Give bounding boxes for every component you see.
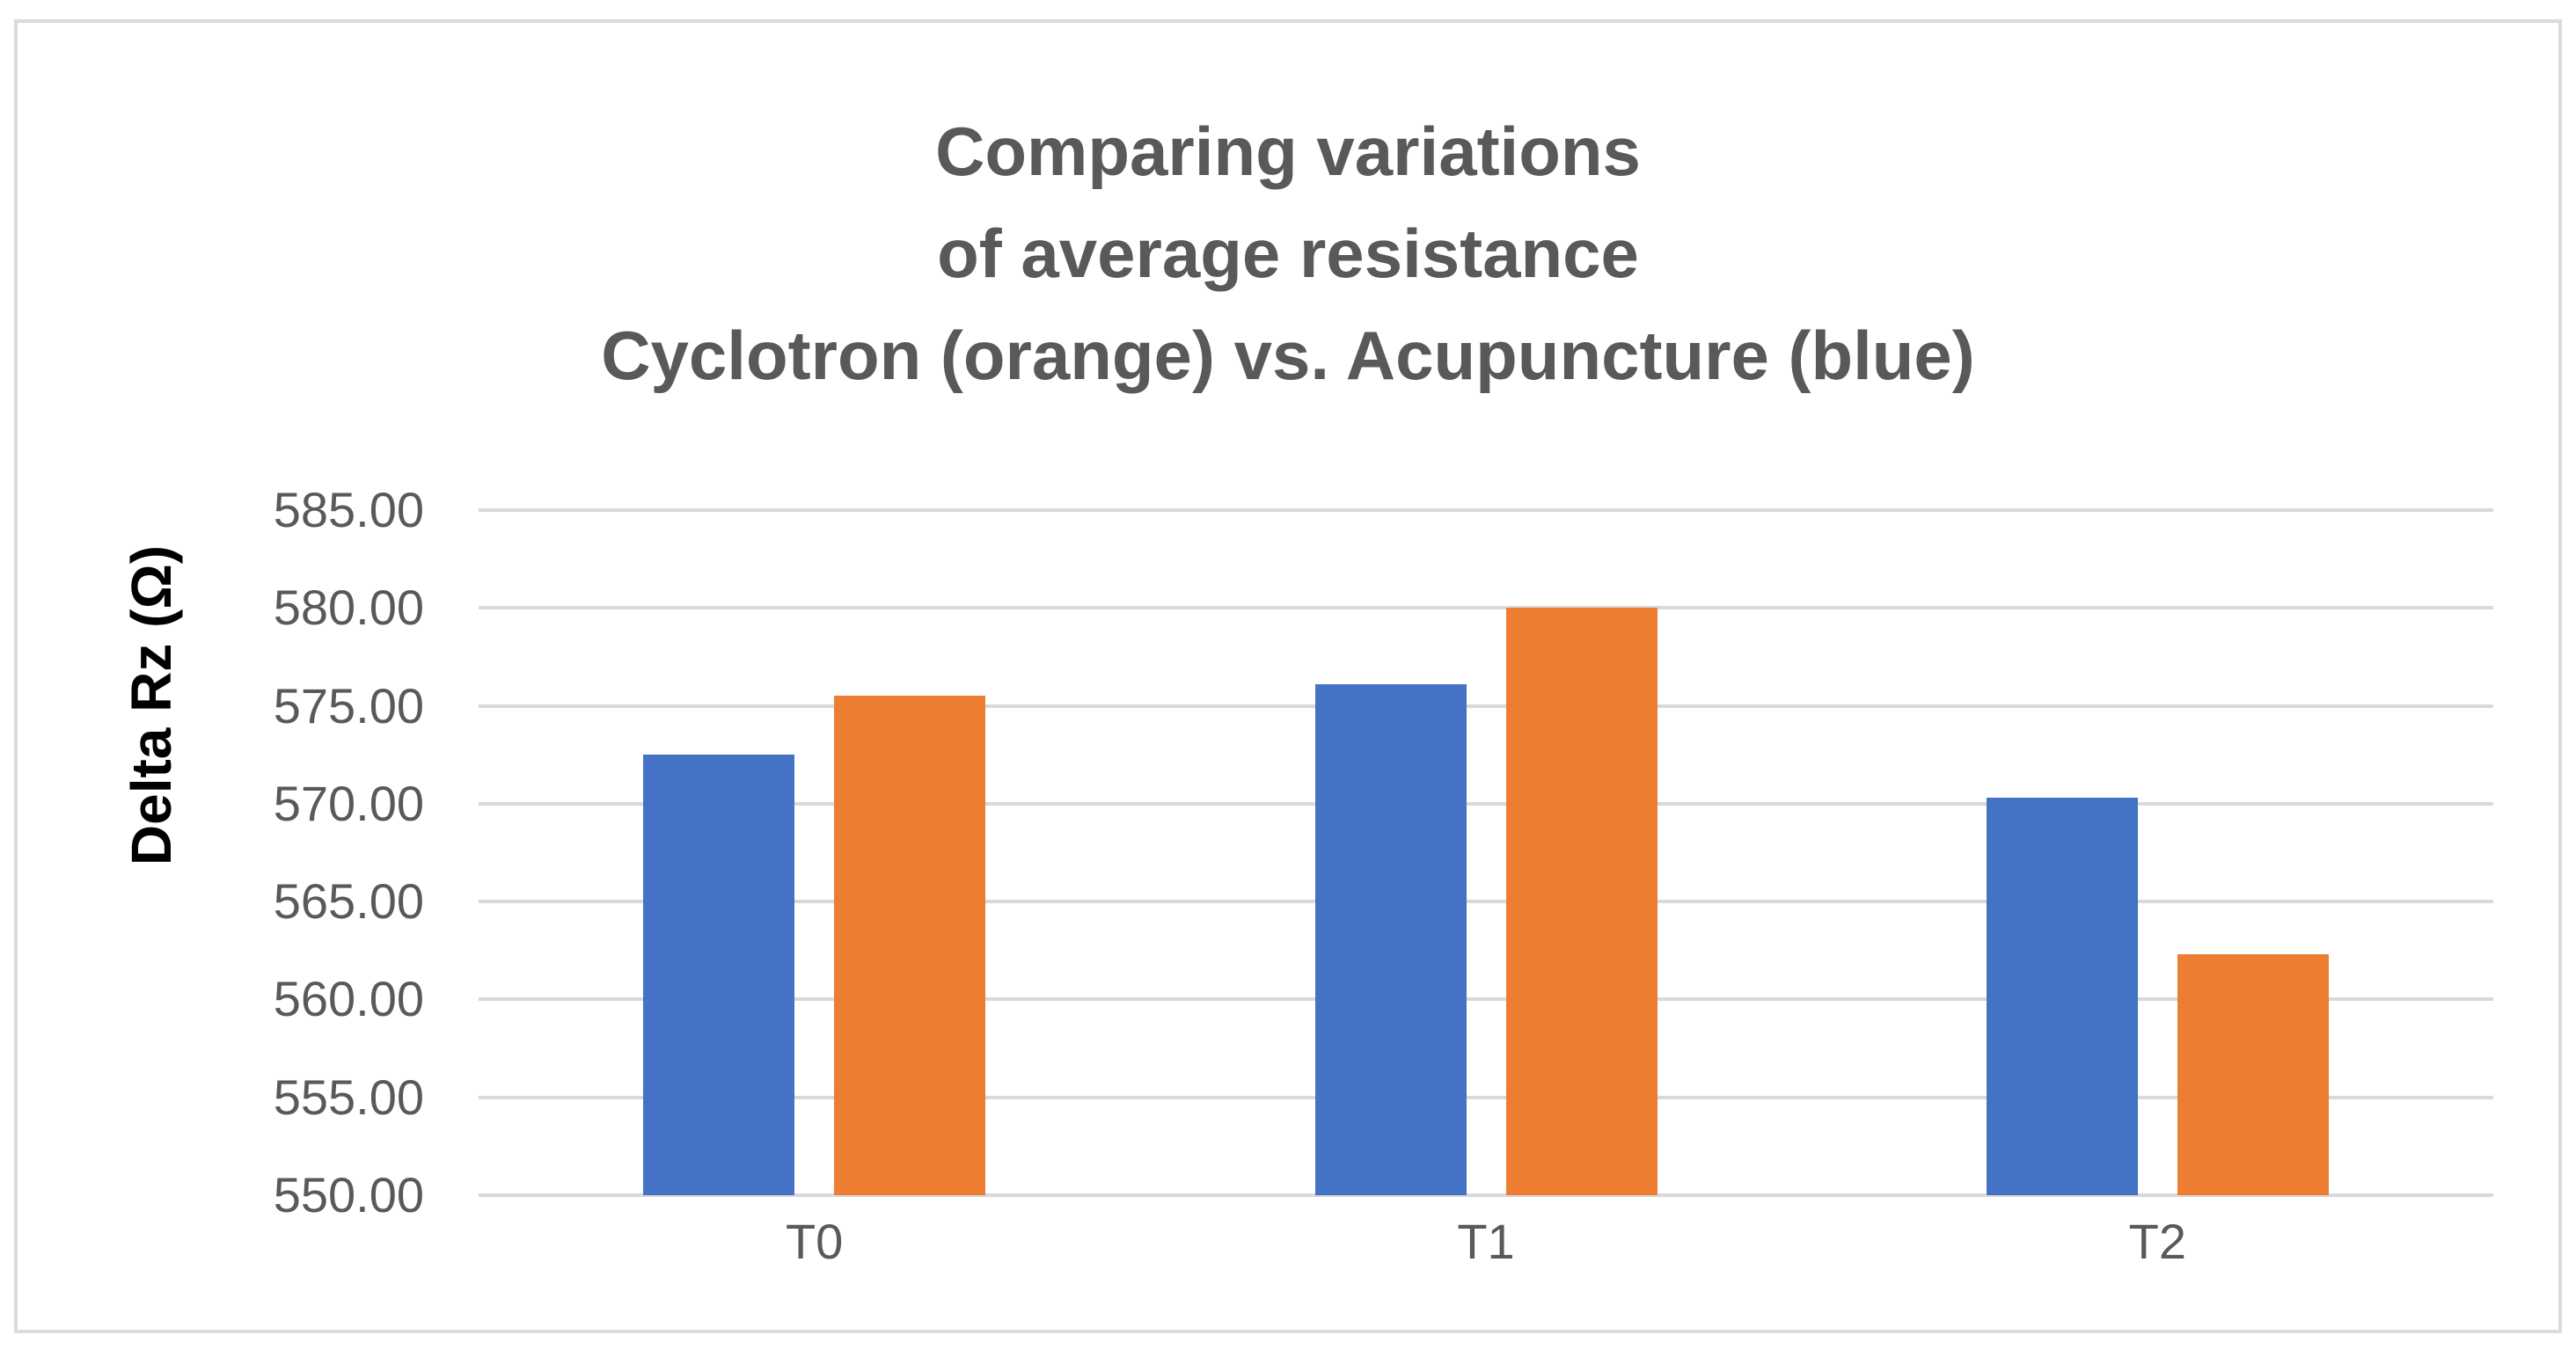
bar-cyclotron-t1 <box>1505 608 1658 1195</box>
bar-acupuncture-t2 <box>1986 798 2138 1195</box>
plot-area <box>479 508 2493 1197</box>
y-tick-label: 570.00 <box>273 775 424 831</box>
gridline <box>479 508 2493 512</box>
y-tick-label: 560.00 <box>273 971 424 1027</box>
y-tick-label: 555.00 <box>273 1069 424 1125</box>
y-tick-label: 550.00 <box>273 1167 424 1222</box>
chart-title-line-2: of average resistance <box>937 215 1639 292</box>
chart-title-line-1: Comparing variations <box>935 113 1641 190</box>
gridline <box>479 606 2493 610</box>
x-axis-label-t2: T2 <box>2128 1214 2186 1269</box>
y-tick-label: 575.00 <box>273 677 424 733</box>
bar-cyclotron-t2 <box>2177 954 2329 1195</box>
y-tick-label: 585.00 <box>273 482 424 537</box>
y-tick-label: 565.00 <box>273 873 424 930</box>
x-axis-label-t0: T0 <box>785 1214 844 1269</box>
gridline <box>479 997 2493 1002</box>
y-tick-label: 580.00 <box>273 580 424 636</box>
chart-title-line-3: Cyclotron (orange) vs. Acupuncture (blue… <box>601 317 1975 394</box>
gridline <box>479 801 2493 806</box>
bar-acupuncture-t1 <box>1314 684 1467 1195</box>
x-axis-label-t1: T1 <box>1457 1214 1515 1269</box>
chart-frame: Comparing variations of average resistan… <box>14 19 2562 1333</box>
gridline <box>479 1193 2493 1197</box>
chart-title: Comparing variations of average resistan… <box>18 100 2558 406</box>
bar-cyclotron-t0 <box>834 696 986 1195</box>
gridline <box>479 704 2493 708</box>
bar-acupuncture-t0 <box>643 755 795 1195</box>
gridline <box>479 900 2493 904</box>
gridline <box>479 1095 2493 1099</box>
